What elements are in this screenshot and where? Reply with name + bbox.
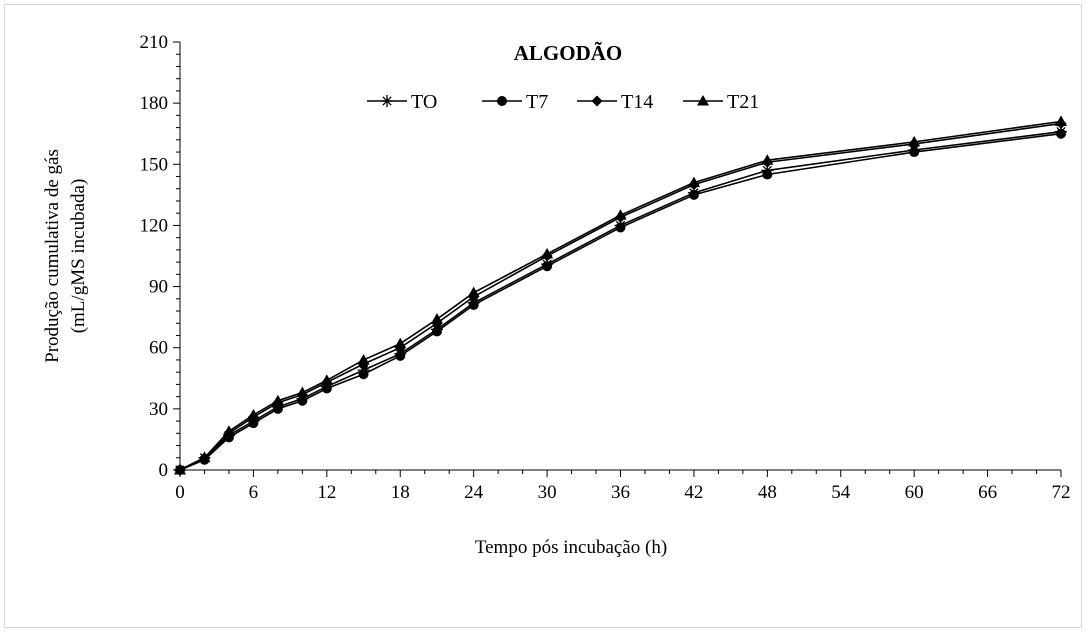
axes: 0 30 60 90 120 150 180 210 0 6 12 18 24 30 36 42 48 54 60 6… <box>140 32 1071 503</box>
series-line-t14 <box>179 122 1062 471</box>
legend-label: T7 <box>526 91 548 113</box>
legend-item-t7: T7 <box>482 91 548 113</box>
chart-frame <box>4 4 1082 628</box>
data-point-t7 <box>395 350 406 361</box>
data-point-t7 <box>321 383 332 394</box>
x-tick-label: 6 <box>249 482 259 503</box>
x-tick-label: 30 <box>538 482 557 503</box>
series-t7 <box>175 128 1066 475</box>
x-tick-label: 66 <box>978 482 997 503</box>
data-point-t7 <box>468 299 479 310</box>
legend-marker-triangle <box>697 95 709 106</box>
data-point-t21 <box>357 353 370 365</box>
data-point-t21 <box>174 464 186 475</box>
y-tick-label: 120 <box>140 215 169 236</box>
data-point-t21 <box>541 247 554 259</box>
legend-item-to: TO <box>367 91 437 113</box>
y-tick-label: 30 <box>149 399 168 420</box>
data-point-t21 <box>394 337 407 349</box>
x-tick-label: 60 <box>905 482 924 503</box>
data-point-t21 <box>222 425 235 436</box>
data-point-t7 <box>431 326 442 337</box>
data-point-t21 <box>467 286 480 298</box>
x-tick-label: 36 <box>611 482 630 503</box>
series-line-to <box>179 130 1062 471</box>
data-point-t7 <box>542 261 553 272</box>
legend-item-t21: T21 <box>683 91 759 113</box>
y-axis-title-line1: Produção cumulativa de gás <box>42 149 63 363</box>
data-point-t21 <box>320 374 333 385</box>
y-tick-label: 90 <box>149 277 168 298</box>
data-point-t21 <box>247 408 260 420</box>
data-point-t7 <box>1056 128 1066 139</box>
x-tick-label: 12 <box>317 482 336 503</box>
x-tick-label: 72 <box>1052 482 1071 503</box>
data-point-t21 <box>1055 115 1067 126</box>
data-point-t21 <box>198 451 211 463</box>
y-tick-label: 180 <box>140 93 169 114</box>
data-point-t21 <box>430 313 443 324</box>
x-tick-label: 24 <box>464 482 484 503</box>
series-layer <box>174 115 1067 476</box>
data-point-t7 <box>297 395 308 406</box>
data-point-t7 <box>248 418 259 429</box>
data-point-t7 <box>615 222 626 233</box>
legend-marker-circle <box>497 96 507 106</box>
legend-item-t14: T14 <box>577 91 653 113</box>
x-tick-label: 54 <box>831 482 851 503</box>
x-tick-label: 0 <box>175 482 185 503</box>
legend-label: T21 <box>727 91 759 113</box>
x-tick-label: 42 <box>684 482 703 503</box>
legend-marker-asterisk <box>381 95 393 107</box>
data-point-t21 <box>296 386 309 398</box>
series-t21 <box>174 115 1067 475</box>
legend-label: T14 <box>621 91 653 113</box>
data-point-t21 <box>761 154 774 165</box>
data-point-t21 <box>908 135 921 147</box>
y-axis-title-line2: (mL/gMS incubada) <box>68 179 89 334</box>
legend-marker-diamond <box>591 95 603 107</box>
series-line-t7 <box>179 132 1062 471</box>
y-tick-label: 0 <box>159 460 169 481</box>
data-point-t7 <box>358 369 369 380</box>
x-axis-title: Tempo pós incubação (h) <box>475 537 667 558</box>
x-tick-label: 48 <box>758 482 777 503</box>
data-point-t7 <box>909 147 920 158</box>
y-tick-label: 210 <box>140 32 169 53</box>
legend: TO T7 T14 T21 <box>367 91 759 113</box>
data-point-t7 <box>688 189 699 200</box>
chart-title: ALGODÃO <box>514 41 623 65</box>
y-tick-label: 60 <box>149 338 168 359</box>
data-point-t7 <box>762 169 773 180</box>
legend-label: TO <box>411 91 437 113</box>
series-to <box>174 125 1067 476</box>
series-t14 <box>174 118 1067 476</box>
y-tick-label: 150 <box>140 154 169 175</box>
data-point-t7 <box>272 403 283 414</box>
data-point-t21 <box>614 209 627 220</box>
x-tick-label: 18 <box>391 482 410 503</box>
series-line-t21 <box>179 120 1062 471</box>
data-point-t21 <box>687 176 700 188</box>
data-point-t21 <box>271 394 284 406</box>
